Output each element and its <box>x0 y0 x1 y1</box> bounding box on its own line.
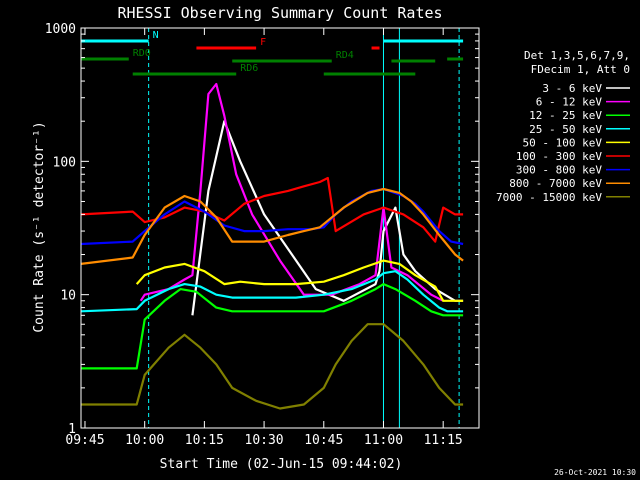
x-axis-label: Start Time (02-Jun-15 09:44:02) <box>160 457 403 472</box>
x-tick-label-6: 11:00 <box>364 433 403 448</box>
y-tick-label-2: 10 <box>60 289 76 304</box>
series-line-2 <box>139 82 444 302</box>
x-tick-label-5: 10:45 <box>304 433 343 448</box>
legend-label-1: 3 - 6 keV <box>542 82 602 95</box>
legend-label-5: 50 - 100 keV <box>523 136 603 149</box>
y-tick-label-4: 1000 <box>45 22 76 37</box>
legend-label-6: 100 - 300 keV <box>516 150 602 163</box>
flag-bars: N F RD0 RD4 RD6 <box>81 30 464 76</box>
x-tick-label-2: 10:00 <box>125 433 164 448</box>
flag-label-rd6: RD6 <box>240 63 258 74</box>
series-line-6 <box>80 176 464 243</box>
legend-label-4: 25 - 50 keV <box>529 123 602 136</box>
flag-label-n: N <box>153 30 159 41</box>
series-line-4 <box>80 270 464 313</box>
axes: 09:45 10:00 10:15 10:30 10:45 11:00 11:15 1 10 10… <box>45 22 480 448</box>
plot-frame <box>80 27 480 429</box>
chart-title: RHESSI Observing Summary Count Rates <box>117 4 442 22</box>
flag-label-f: F <box>260 37 266 48</box>
x-tick-label-7: 11:15 <box>424 433 463 448</box>
series-layer <box>80 82 464 410</box>
x-tick-label-4: 10:30 <box>245 433 284 448</box>
flag-label-rd4: RD4 <box>336 50 354 61</box>
series-line-9 <box>81 323 464 410</box>
y-tick-label-1: 1 <box>68 422 76 437</box>
legend-label-8: 800 - 7000 keV <box>509 177 602 190</box>
x-tick-label-3: 10:15 <box>185 433 224 448</box>
series-line-5 <box>135 259 464 302</box>
series-line-1 <box>191 120 464 316</box>
legend-label-3: 12 - 25 keV <box>529 109 602 122</box>
flag-label-rd0: RD0 <box>133 48 151 59</box>
series-line-8 <box>80 187 464 265</box>
y-axis-label: Count Rate (s⁻¹ detector⁻¹) <box>32 121 47 332</box>
date-stamp: 26-Oct-2021 10:30 <box>554 468 636 477</box>
series-line-3 <box>81 283 464 370</box>
x-tick-label-1: 09:45 <box>65 433 104 448</box>
legend-label-2: 6 - 12 keV <box>536 96 603 109</box>
legend-label-7: 300 - 800 keV <box>516 164 602 177</box>
legend-header-line-1: Det 1,3,5,6,7,9, <box>524 49 630 62</box>
legend-label-9: 7000 - 15000 keV <box>496 191 602 204</box>
y-tick-label-3: 100 <box>53 155 76 170</box>
legend-header-line-2: FDecim 1, Att 0 <box>531 63 630 76</box>
